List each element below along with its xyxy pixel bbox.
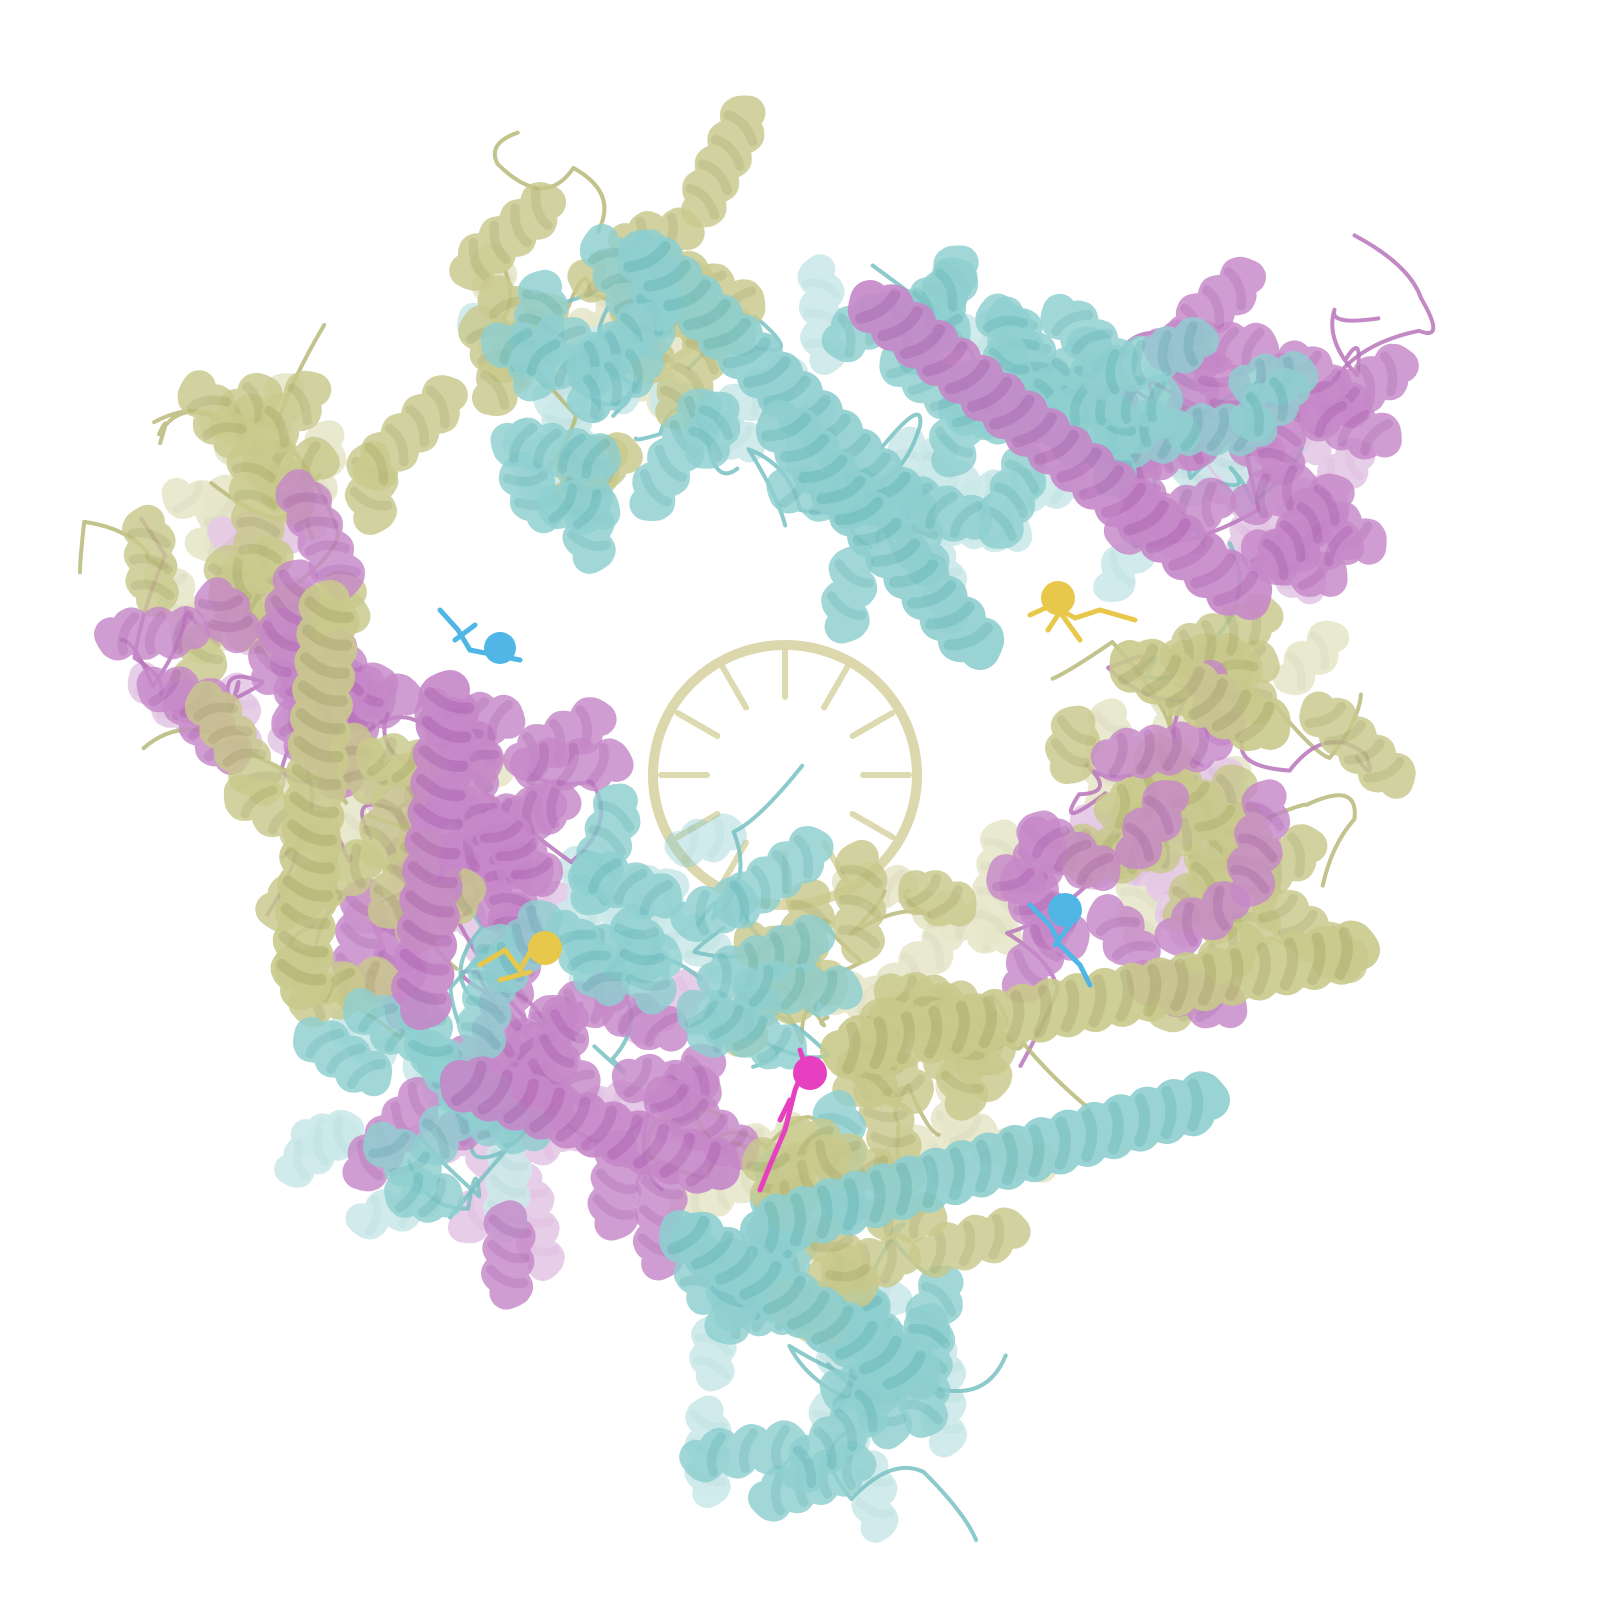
alpha-helix	[804, 1215, 880, 1308]
alpha-helix	[684, 391, 741, 469]
background-helix	[161, 477, 256, 535]
alpha-helix	[536, 479, 621, 535]
alpha-helix	[226, 438, 287, 582]
ligand-yellow-top-right	[1027, 581, 1138, 643]
alpha-helix	[909, 1207, 1031, 1278]
dna-spoke	[674, 710, 721, 739]
alpha-helix	[177, 370, 252, 459]
dna-spoke	[849, 811, 896, 840]
alpha-helix	[1001, 916, 1069, 1003]
alpha-helix	[1090, 718, 1234, 782]
dna-spoke	[849, 710, 896, 739]
alpha-helix	[1154, 881, 1251, 957]
alpha-helix	[566, 341, 664, 423]
alpha-helix	[1115, 780, 1189, 870]
alpha-helix	[679, 1420, 810, 1483]
alpha-helix	[1299, 691, 1416, 799]
helix-regions	[94, 95, 1419, 1522]
long-alpha-helix	[440, 1056, 740, 1194]
alpha-helix	[1086, 894, 1161, 977]
alpha-helix	[352, 375, 468, 491]
long-alpha-helix	[391, 670, 479, 1030]
alpha-helix	[94, 606, 211, 661]
ligand-pink-bottom	[757, 1047, 827, 1193]
long-alpha-helix	[820, 920, 1380, 1080]
long-alpha-helix	[740, 1071, 1230, 1259]
alpha-helix	[275, 469, 365, 600]
alpha-helix	[122, 504, 179, 617]
background-helix	[274, 1109, 365, 1188]
dna-spoke	[821, 664, 850, 711]
alpha-helix	[362, 1121, 442, 1195]
alpha-helix	[714, 826, 834, 929]
alpha-helix	[1081, 317, 1220, 401]
alpha-helix	[676, 989, 807, 1070]
alpha-helix	[1252, 473, 1355, 586]
alpha-helix	[1228, 368, 1311, 442]
alpha-helix	[1230, 461, 1318, 526]
background-helix	[1272, 620, 1350, 696]
alpha-helix	[509, 737, 634, 791]
alpha-helix	[898, 870, 977, 927]
loop	[1247, 793, 1357, 888]
alpha-helix	[681, 95, 766, 228]
long-alpha-helix	[755, 400, 1005, 670]
long-alpha-helix	[659, 1210, 941, 1400]
alpha-helix	[780, 1379, 897, 1494]
alpha-helix	[571, 851, 683, 920]
alpha-helix	[251, 370, 332, 454]
alpha-helix	[609, 904, 677, 1015]
dna-spoke	[720, 839, 749, 886]
long-alpha-helix	[847, 280, 1273, 620]
alpha-helix	[832, 839, 888, 965]
alpha-helix	[1298, 394, 1402, 460]
background-helix	[290, 1113, 363, 1162]
alpha-helix	[475, 808, 563, 897]
background-helix	[664, 813, 747, 868]
alpha-helix	[1045, 705, 1100, 785]
loop	[1330, 307, 1381, 378]
loop	[1336, 233, 1436, 376]
ligand-blue-right	[1027, 893, 1093, 988]
alpha-helix	[1159, 593, 1284, 679]
alpha-helix	[490, 417, 622, 483]
dna-spoke	[720, 664, 749, 711]
alpha-helix	[1226, 779, 1291, 908]
alpha-helix	[1018, 816, 1121, 891]
ligand-blue-upper-left	[437, 607, 523, 664]
alpha-helix	[194, 577, 260, 654]
long-alpha-helix	[1109, 638, 1291, 752]
alpha-helix	[449, 182, 567, 291]
dna-spoke	[674, 811, 721, 840]
alpha-helix	[293, 1016, 393, 1097]
alpha-helix	[481, 1200, 536, 1310]
alpha-helix	[732, 960, 863, 1017]
long-alpha-helix	[270, 580, 360, 1010]
alpha-helix	[384, 1168, 464, 1223]
ligand-yellow-left	[477, 931, 562, 983]
alpha-helix	[821, 545, 878, 644]
